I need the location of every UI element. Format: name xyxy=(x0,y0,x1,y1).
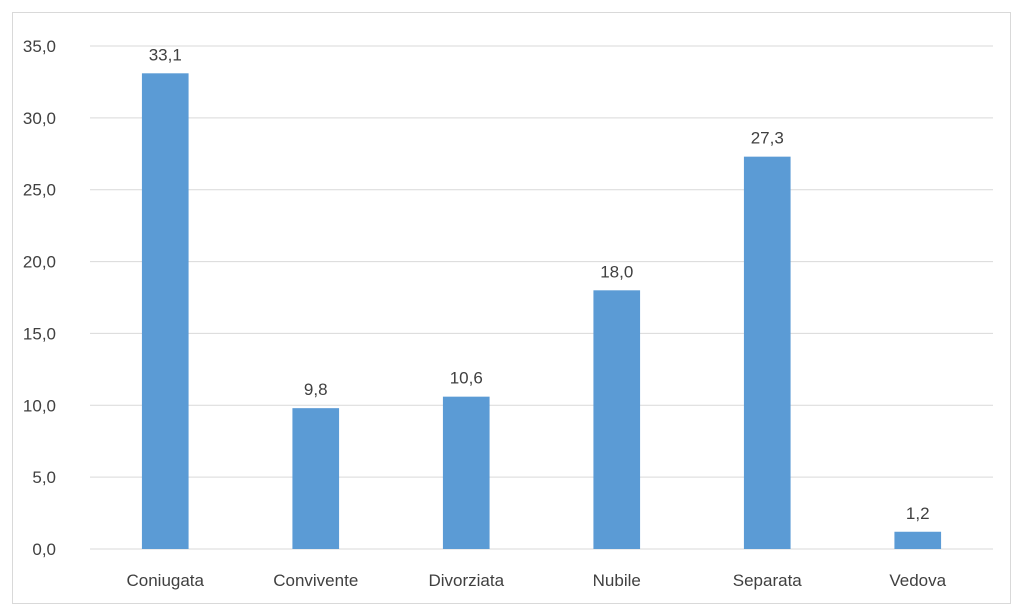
y-tick-label: 35,0 xyxy=(23,37,56,56)
bar-divorziata xyxy=(442,396,490,549)
data-label: 9,8 xyxy=(304,380,328,399)
x-category-label: Coniugata xyxy=(126,571,204,590)
data-label: 18,0 xyxy=(600,262,633,281)
y-tick-label: 0,0 xyxy=(32,540,56,559)
y-tick-label: 30,0 xyxy=(23,109,56,128)
y-tick-label: 5,0 xyxy=(32,468,56,487)
data-labels: 33,1 9,8 10,6 18,0 27,3 1,2 xyxy=(149,45,930,522)
bar-nubile xyxy=(593,290,641,549)
y-tick-label: 15,0 xyxy=(23,324,56,343)
bars xyxy=(141,73,942,549)
bar-vedova xyxy=(894,531,942,549)
data-label: 33,1 xyxy=(149,45,182,64)
x-category-label: Nubile xyxy=(593,571,641,590)
x-axis-categories: Coniugata Convivente Divorziata Nubile Separ… xyxy=(126,571,946,590)
y-tick-label: 10,0 xyxy=(23,396,56,415)
gridlines xyxy=(90,45,993,550)
bar-coniugata xyxy=(141,73,189,549)
bar-separata xyxy=(743,156,791,549)
x-category-label: Convivente xyxy=(273,571,358,590)
data-label: 10,6 xyxy=(450,369,483,388)
y-tick-label: 25,0 xyxy=(23,181,56,200)
bar-convivente xyxy=(292,408,340,549)
x-category-label: Vedova xyxy=(889,571,946,590)
data-label: 27,3 xyxy=(751,129,784,148)
x-category-label: Separata xyxy=(733,571,803,590)
data-label: 1,2 xyxy=(906,504,930,523)
y-axis-ticks: 0,0 5,0 10,0 15,0 20,0 25,0 30,0 35,0 xyxy=(23,37,56,559)
x-category-label: Divorziata xyxy=(428,571,504,590)
y-tick-label: 20,0 xyxy=(23,253,56,272)
